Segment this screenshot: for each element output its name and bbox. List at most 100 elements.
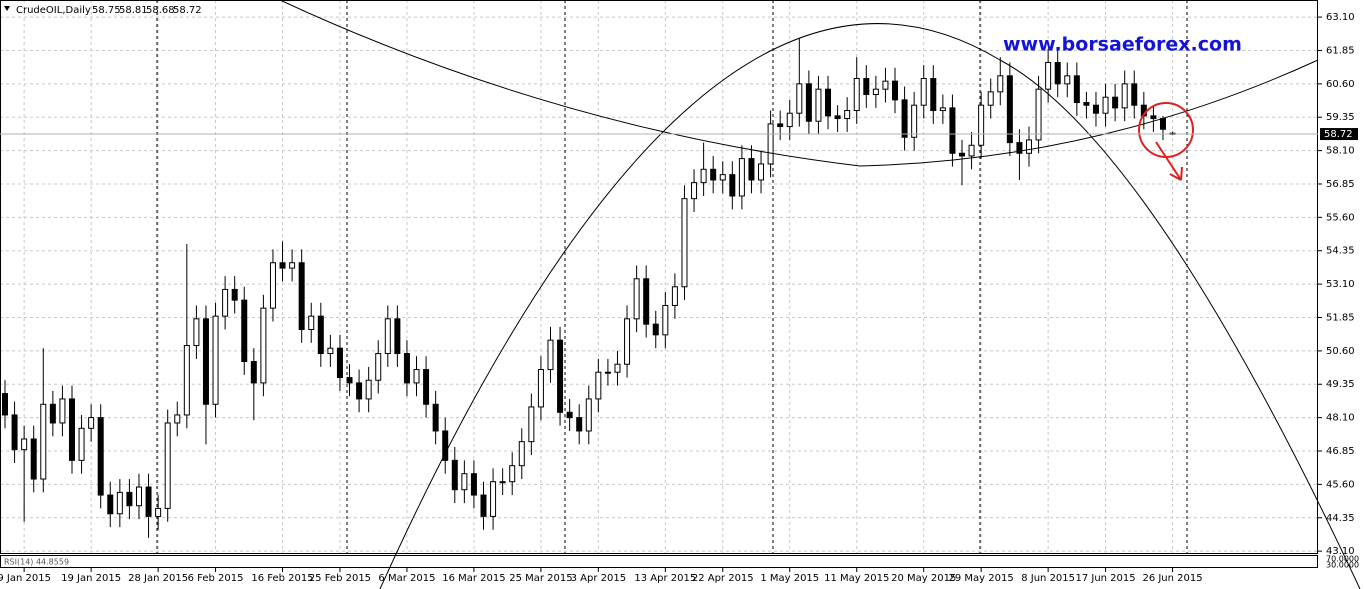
x-tick-label: 13 Apr 2015 (634, 573, 696, 584)
candle-body (566, 411, 573, 419)
candle-body (327, 347, 334, 355)
candle-body (1159, 118, 1166, 130)
rsi-level: 30.0000 (1326, 561, 1359, 570)
candle-body (1112, 96, 1119, 109)
candle-body (662, 304, 669, 336)
candle-body (853, 78, 860, 112)
candle-body (624, 318, 631, 365)
candle-body (451, 459, 458, 491)
x-tick-label: 11 May 2015 (824, 573, 889, 584)
candle-body (164, 422, 171, 509)
candle-body (1083, 102, 1090, 106)
candle-body (442, 430, 449, 461)
candle-body (987, 91, 994, 106)
candle-body (298, 262, 305, 331)
candle-body (1102, 96, 1109, 114)
y-tick-label: 55.60 (1326, 212, 1355, 223)
candle-body (614, 363, 621, 373)
ohlc-high: 58.81 (119, 5, 148, 16)
x-tick-label: 1 May 2015 (760, 573, 819, 584)
candle-body (317, 315, 324, 355)
candle-body (21, 438, 28, 451)
candle-body (825, 88, 832, 117)
candle-body (1064, 75, 1071, 85)
ohlc-open: 58.75 (92, 5, 121, 16)
candle-body (241, 299, 248, 363)
candle-body (174, 414, 181, 424)
candle-body (279, 262, 286, 269)
candle-body (796, 83, 803, 114)
highlight-circle (1138, 102, 1194, 158)
candle-body (930, 78, 937, 112)
x-tick-label: 25 Feb 2015 (309, 573, 371, 584)
y-tick-label: 53.10 (1326, 279, 1355, 290)
candle-body (557, 339, 564, 413)
y-tick-label: 63.10 (1326, 12, 1355, 23)
x-tick-label: 28 Jan 2015 (128, 573, 188, 584)
ohlc-close: 58.72 (173, 5, 202, 16)
candle-body (480, 494, 487, 517)
candle-body (432, 403, 439, 432)
candle-body (939, 107, 946, 112)
chart-title: CrudeOIL,Daily (16, 5, 91, 16)
candle-body (863, 78, 870, 96)
candle-body (901, 99, 908, 138)
candle-body (872, 88, 879, 96)
candle-body (470, 473, 477, 496)
x-tick-label: 16 Feb 2015 (251, 573, 313, 584)
candle-body (423, 369, 430, 405)
candle-body (202, 318, 209, 405)
candle-body (1016, 142, 1023, 154)
candle-body (308, 315, 315, 331)
candle-body (595, 371, 602, 400)
candle-body (346, 377, 353, 384)
candle-body (700, 168, 707, 184)
candle-body (604, 371, 611, 374)
candle-body (222, 288, 229, 317)
candle-body (40, 403, 47, 480)
y-tick-label: 48.10 (1326, 413, 1355, 424)
candle-body (1073, 75, 1080, 104)
candle-body (155, 507, 162, 517)
y-tick-label: 50.60 (1326, 346, 1355, 357)
candle-body (183, 345, 190, 416)
candle-body (576, 417, 583, 432)
candle-body (461, 473, 468, 491)
grid-layer (0, 0, 1318, 553)
candle-body (260, 307, 267, 384)
arrow (1155, 141, 1183, 181)
candle-body (231, 288, 238, 301)
candle-body (959, 152, 965, 157)
menu-icon (4, 6, 10, 11)
candle-body (59, 398, 66, 424)
arc-annotation (279, 0, 1319, 167)
candle-body (805, 83, 812, 122)
current-price-label: 58.72 (1324, 129, 1353, 140)
candle-body (537, 369, 544, 408)
candle-body (145, 486, 152, 517)
candle-body (834, 115, 841, 120)
x-tick-label: 3 Apr 2015 (571, 573, 626, 584)
candle-body (336, 347, 343, 379)
candle-body (671, 286, 678, 306)
x-tick-label: 16 Mar 2015 (442, 573, 505, 584)
candle-body (767, 123, 774, 165)
candle-body (748, 158, 755, 181)
candle-body (49, 403, 56, 424)
candle-body (356, 382, 363, 400)
current-price-box (1320, 128, 1358, 141)
x-tick-label: 9 Jan 2015 (0, 573, 51, 584)
candle-body (289, 262, 296, 269)
y-tick-label: 45.60 (1326, 479, 1355, 490)
candle-body (997, 75, 1004, 93)
candle-body (729, 174, 736, 197)
candle-body (710, 168, 717, 181)
candle-body (78, 427, 85, 461)
period-separators (156, 0, 1188, 553)
y-tick-label: 46.85 (1326, 446, 1355, 457)
candle-body (269, 262, 276, 309)
candle-body (250, 361, 257, 384)
candle-body (11, 414, 18, 451)
candle-body (499, 481, 506, 484)
candle-body (844, 110, 851, 120)
